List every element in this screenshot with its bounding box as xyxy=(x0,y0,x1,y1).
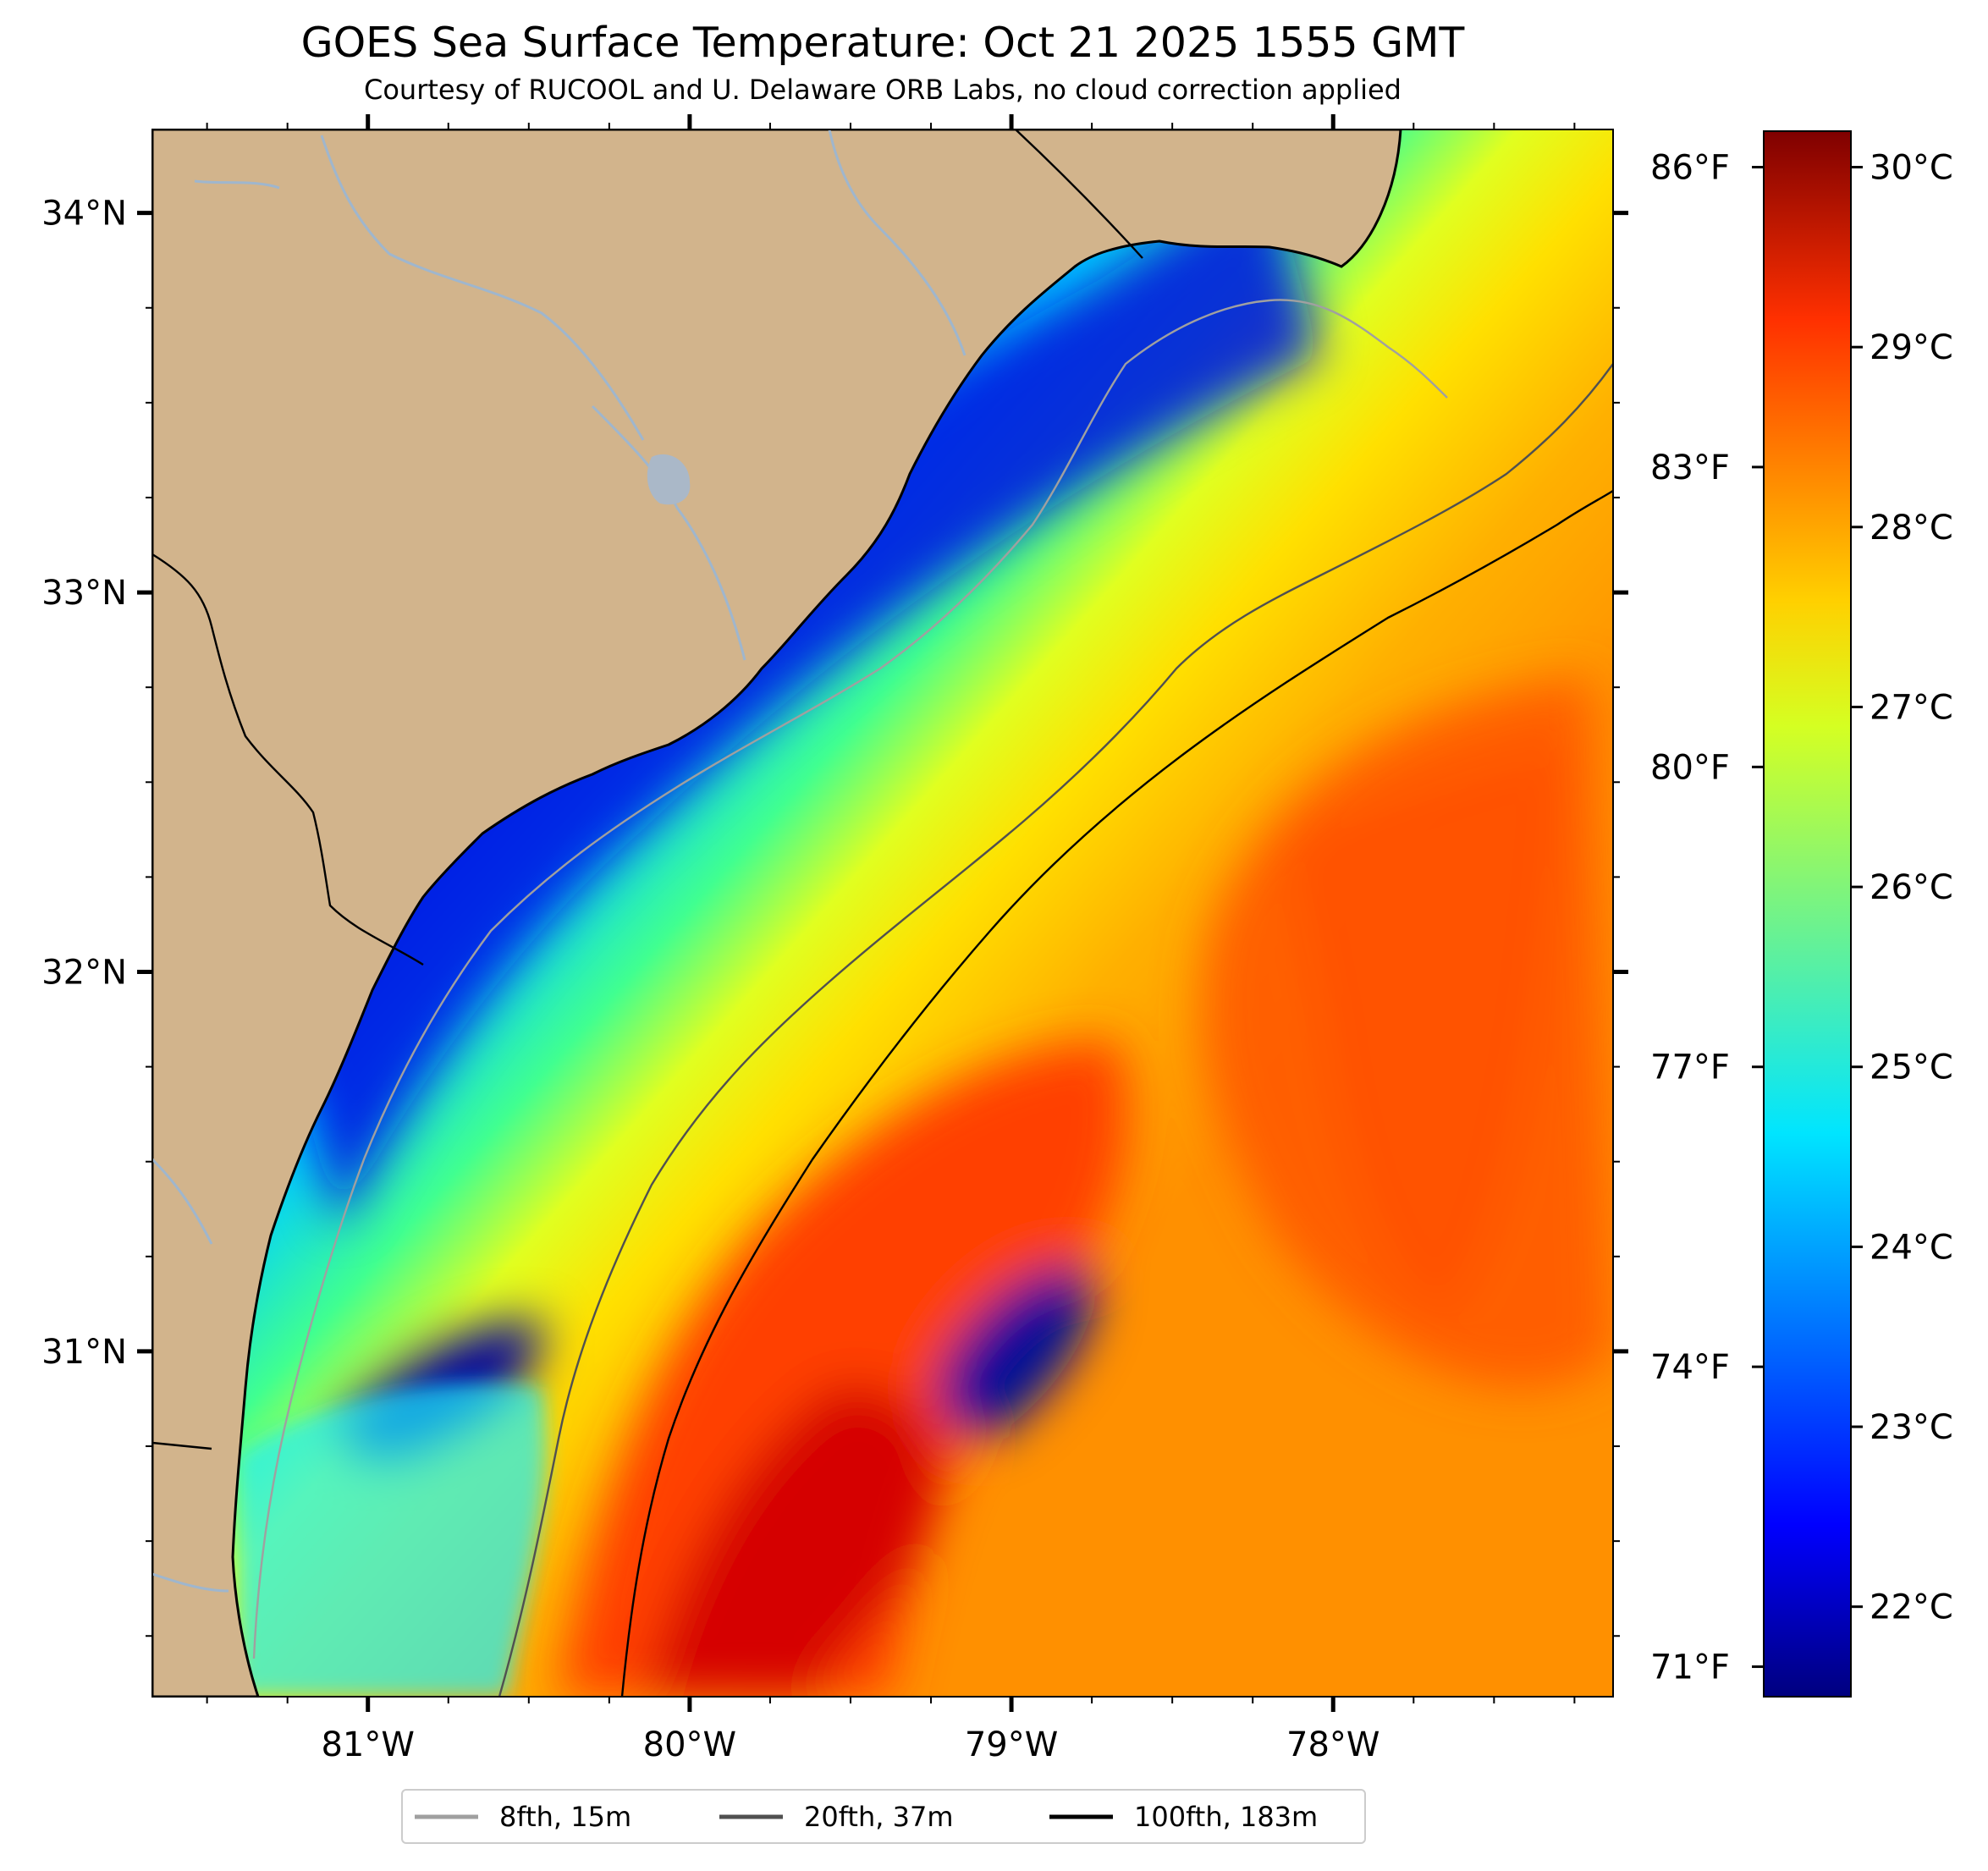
legend-box xyxy=(401,1789,1366,1844)
longitude-labels: 81°W 80°W 79°W 78°W xyxy=(321,1725,1379,1764)
longitude-tick-label: 79°W xyxy=(965,1725,1058,1764)
colorbar-celsius-label: 23°C xyxy=(1870,1408,1953,1447)
isobath-100fth xyxy=(620,489,1613,1697)
warm-filament-east xyxy=(1286,745,1566,1320)
longitude-tick-label: 81°W xyxy=(321,1725,414,1764)
cool-nearshore-band xyxy=(279,169,1320,1227)
map-frame xyxy=(151,129,1614,1698)
colorbar-celsius-label: 30°C xyxy=(1870,149,1953,188)
lake xyxy=(647,454,691,505)
colorbar-fahrenheit-label: 74°F xyxy=(1650,1348,1730,1387)
map-title: GOES Sea Surface Temperature: Oct 21 202… xyxy=(301,19,1466,67)
colorbar-fahrenheit-label: 83°F xyxy=(1650,448,1730,487)
legend-label-8fth: 8fth, 15m xyxy=(499,1801,631,1833)
land-mass xyxy=(152,129,1402,1697)
colorbar-celsius-label: 28°C xyxy=(1870,509,1953,548)
legend-label-100fth: 100fth, 183m xyxy=(1134,1801,1318,1833)
colorbar-fahrenheit-label: 77°F xyxy=(1650,1048,1730,1087)
colorbar-fahrenheit-label: 80°F xyxy=(1650,748,1730,787)
colorbar-celsius-label: 27°C xyxy=(1870,688,1953,727)
map-panel xyxy=(152,129,1613,1697)
fahrenheit-labels: 71°F 74°F 77°F 80°F 83°F 86°F xyxy=(1650,149,1764,1687)
warm-tongue-south xyxy=(559,1041,1128,1697)
latitude-labels: 34°N 33°N 32°N 31°N xyxy=(41,195,127,1372)
colorbar-celsius-label: 25°C xyxy=(1870,1048,1953,1087)
isobath-8fth xyxy=(252,299,1448,1659)
legend-label-20fth: 20fth, 37m xyxy=(804,1801,953,1833)
sst-field-cool-shelf xyxy=(237,1382,547,1697)
isobath-legend: 8fth, 15m 20fth, 37m 100fth, 183m xyxy=(401,1789,1366,1844)
cold-eddy-offshore xyxy=(938,1266,1095,1439)
colorbar-celsius-label: 29°C xyxy=(1870,328,1953,367)
colorbar-gradient xyxy=(1763,130,1852,1698)
latitude-tick-label: 34°N xyxy=(41,195,127,234)
longitude-tick-label: 80°W xyxy=(643,1725,736,1764)
rivers xyxy=(152,129,966,1593)
isobath-20fth xyxy=(498,363,1613,1697)
colorbar-fahrenheit-label: 86°F xyxy=(1650,149,1730,188)
colorbar-fahrenheit-label: 71°F xyxy=(1650,1648,1730,1687)
colorbar-celsius-label: 24°C xyxy=(1870,1228,1953,1267)
hot-core-south xyxy=(643,1384,941,1697)
latitude-tick-label: 33°N xyxy=(41,574,127,613)
colorbar-celsius-label: 26°C xyxy=(1870,868,1953,907)
longitude-tick-label: 78°W xyxy=(1286,1725,1379,1764)
sst-field-features xyxy=(279,169,1613,1697)
map-subtitle: Courtesy of RUCOOL and U. Delaware ORB L… xyxy=(364,74,1402,106)
colorbar-celsius-label: 22°C xyxy=(1870,1588,1953,1627)
latitude-tick-label: 32°N xyxy=(41,954,127,993)
cyan-shelf-south xyxy=(237,1382,547,1697)
map-ticks xyxy=(137,114,1628,1712)
latitude-tick-label: 31°N xyxy=(41,1333,127,1372)
colorbar-celsius-labels: 22°C 23°C 24°C 25°C 26°C 27°C 28°C 29°C 30°C xyxy=(1851,149,1953,1627)
state-borders xyxy=(152,129,1143,1450)
